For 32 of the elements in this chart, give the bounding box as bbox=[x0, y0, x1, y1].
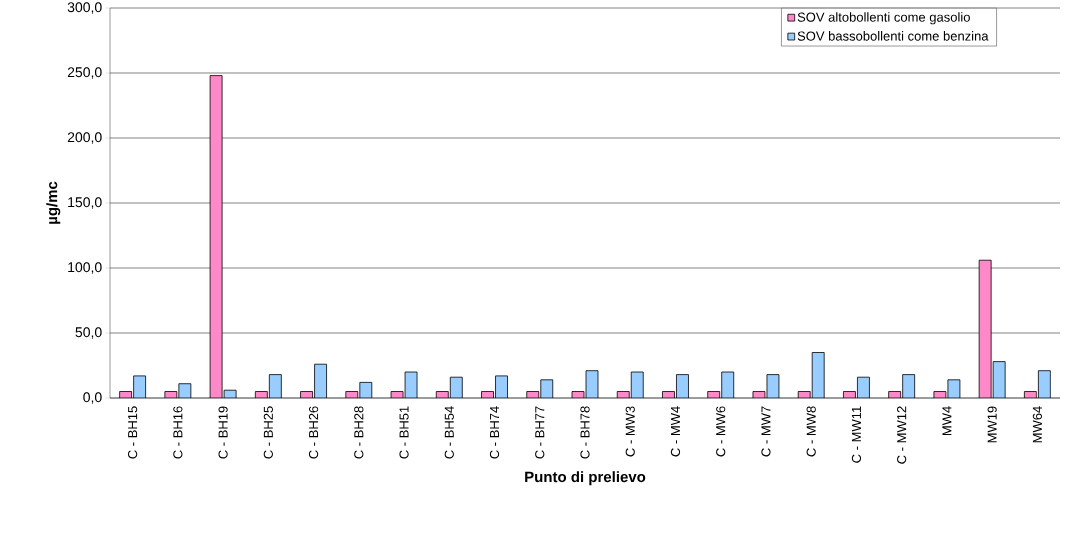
x-tick-label: C - MW4 bbox=[670, 406, 681, 457]
y-tick-label: 150,0 bbox=[68, 197, 102, 209]
y-tick-label: 250,0 bbox=[67, 67, 102, 79]
legend-label: SOV altobollenti come gasolio bbox=[797, 12, 970, 25]
x-tick-label: C - BH74 bbox=[489, 406, 500, 459]
x-tick-label: C - BH15 bbox=[128, 406, 138, 459]
x-tick-label: C - BH28 bbox=[354, 406, 364, 459]
x-tick-label: C - BH26 bbox=[308, 406, 319, 459]
x-tick-label: C - BH78 bbox=[580, 406, 590, 459]
legend-label: SOV bassobollenti come benzina bbox=[797, 31, 989, 41]
y-tick-label: 100,0 bbox=[68, 262, 102, 274]
y-tick-label: 50,0 bbox=[75, 327, 102, 339]
x-tick-label: C - BH25 bbox=[263, 406, 273, 459]
x-axis-title: Punto di prelievo bbox=[525, 471, 646, 486]
x-tick-label: MW4 bbox=[942, 406, 952, 436]
x-tick-label: C - MW12 bbox=[897, 406, 907, 464]
x-tick-label: C - MW6 bbox=[716, 406, 726, 457]
x-tick-label: C - BH54 bbox=[444, 406, 454, 459]
x-tick-label: C - BH51 bbox=[399, 406, 409, 459]
y-axis-title: µg/mc bbox=[46, 181, 61, 224]
x-tick-label: MW19 bbox=[987, 406, 997, 443]
x-tick-label: C - MW8 bbox=[806, 406, 816, 457]
y-tick-label: 200,0 bbox=[67, 132, 102, 144]
y-tick-label: 300,0 bbox=[67, 2, 102, 14]
x-tick-label: C - MW11 bbox=[851, 406, 862, 463]
x-tick-label: C - MW7 bbox=[761, 406, 771, 457]
x-tick-label: C - BH77 bbox=[535, 406, 545, 459]
x-tick-label: C - BH16 bbox=[173, 406, 183, 459]
y-tick-label: 0,0 bbox=[83, 392, 102, 404]
x-tick-label: C - MW3 bbox=[625, 406, 635, 457]
x-tick-label: MW64 bbox=[1032, 406, 1042, 443]
x-tick-label: C - BH19 bbox=[218, 406, 228, 459]
